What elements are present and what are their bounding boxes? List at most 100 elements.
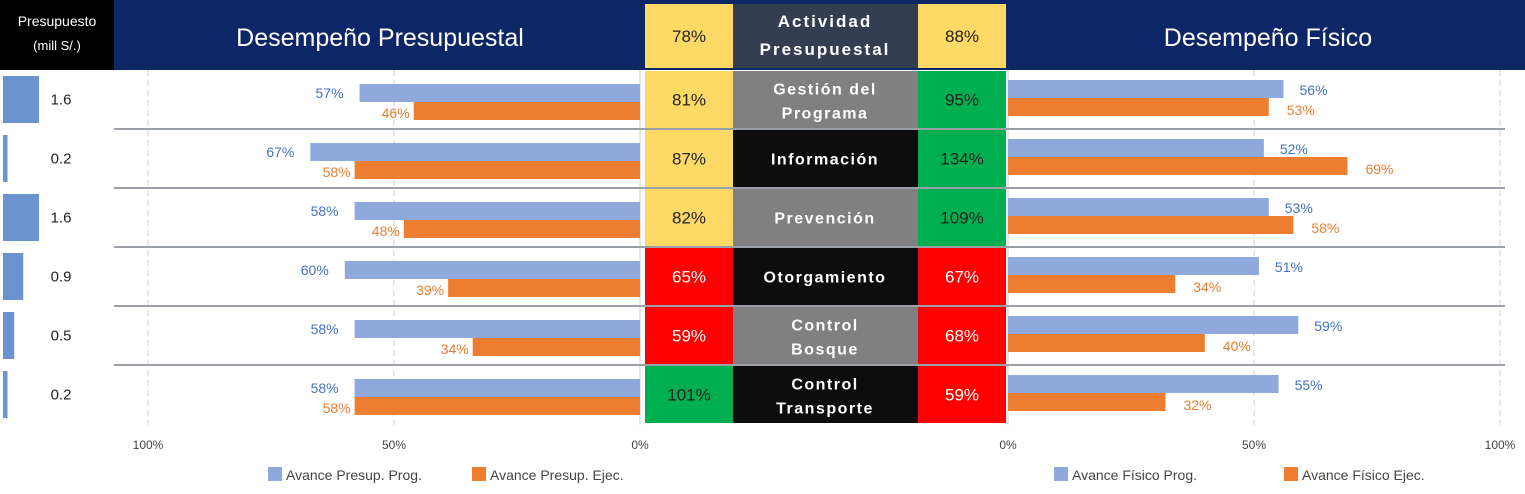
right-ejec-bar [1008, 334, 1205, 352]
right-ejec-bar [1008, 157, 1348, 175]
activity-label-line1: Control [791, 318, 858, 335]
left-prog-label: 60% [301, 262, 329, 278]
left-prog-label: 58% [311, 380, 339, 396]
right-ejec-bar [1008, 393, 1166, 411]
physical-pct-box [918, 189, 1006, 246]
physical-pct: 67% [945, 268, 979, 287]
left-prog-bar [344, 261, 640, 279]
right-prog-label: 52% [1280, 141, 1308, 157]
right-ejec-label: 34% [1193, 279, 1221, 295]
budget-pct-box [645, 366, 733, 423]
budget-pct-box [645, 307, 733, 364]
activity-label-line2: Bosque [791, 342, 859, 359]
left-ejec-bar [354, 397, 640, 415]
legend-right-prog-swatch [1054, 467, 1068, 481]
left-ejec-bar [472, 338, 640, 356]
left-ejec-bar [448, 279, 640, 297]
right-prog-label: 51% [1275, 259, 1303, 275]
right-tick-label: 100% [1485, 438, 1516, 452]
physical-pct: 59% [945, 386, 979, 405]
budget-value: 1.6 [51, 92, 72, 109]
left-prog-bar [310, 143, 640, 161]
budget-pct: 81% [672, 91, 706, 110]
budget-bar [3, 312, 15, 359]
right-prog-label: 55% [1295, 377, 1323, 393]
budget-pct-box [645, 71, 733, 128]
budget-header-box [0, 0, 114, 70]
budget-pct-box [645, 189, 733, 246]
budget-value: 0.9 [51, 269, 72, 286]
right-ejec-bar [1008, 275, 1176, 293]
budget-pct-box [645, 130, 733, 187]
left-tick-label: 100% [133, 438, 164, 452]
physical-pct-box [918, 366, 1006, 423]
left-ejec-label: 58% [323, 164, 351, 180]
right-prog-bar [1008, 375, 1279, 393]
right-prog-bar [1008, 80, 1284, 98]
physical-pct-box [918, 130, 1006, 187]
activity-label: Prevención [774, 211, 875, 228]
left-ejec-label: 58% [323, 400, 351, 416]
budget-value: 0.2 [51, 151, 72, 168]
total-physical-box [918, 4, 1006, 68]
budget-bar [3, 135, 8, 182]
activity-label-line1: Gestión del [773, 82, 877, 99]
legend-left-prog-label: Avance Presup. Prog. [286, 467, 422, 483]
budget-pct: 87% [672, 150, 706, 169]
right-prog-bar [1008, 316, 1299, 334]
activity-label-box [733, 71, 918, 128]
legend-left-ejec-label: Avance Presup. Ejec. [490, 467, 624, 483]
budget-value: 0.2 [51, 387, 72, 404]
right-ejec-label: 32% [1183, 397, 1211, 413]
activity-label-line2: Transporte [776, 401, 874, 418]
left-panel-title: Desempeño Presupuestal [236, 24, 524, 52]
budget-pct: 101% [667, 386, 710, 405]
activity-label-box [733, 130, 918, 187]
left-tick-label: 50% [382, 438, 406, 452]
physical-pct: 68% [945, 327, 979, 346]
right-tick-label: 0% [999, 438, 1017, 452]
left-ejec-bar [413, 102, 640, 120]
activity-label-line1: Control [791, 377, 858, 394]
right-prog-bar [1008, 257, 1259, 275]
budget-bar [3, 371, 8, 418]
activity-label-line2: Programa [782, 106, 869, 123]
left-ejec-bar [403, 220, 640, 238]
budget-header-label-1: Presupuesto [18, 13, 97, 29]
left-prog-label: 58% [311, 321, 339, 337]
right-ejec-label: 40% [1223, 338, 1251, 354]
left-prog-bar [359, 84, 640, 102]
right-prog-label: 56% [1300, 82, 1328, 98]
budget-pct: 65% [672, 268, 706, 287]
left-bars: 57% 67% 58% 60% 58% 58% 46% 58% 48% 39% 34% 58% [266, 84, 640, 416]
total-budget-box [645, 4, 733, 68]
right-ejec-bar [1008, 98, 1269, 116]
left-prog-bar [354, 320, 640, 338]
physical-pct: 134% [940, 150, 983, 169]
budget-value: 0.5 [51, 328, 72, 345]
budget-strip: 1.6 0.2 1.6 0.9 0.5 0.2 [3, 76, 71, 418]
left-ejec-label: 34% [441, 341, 469, 357]
budget-value: 1.6 [51, 210, 72, 227]
activity-header-box [733, 4, 918, 68]
budget-header-label-2: (mill S/.) [33, 38, 81, 53]
center-column: 81% Gestión del Programa 95% 87% Información 1… [645, 71, 1006, 423]
right-tick-label: 50% [1242, 438, 1266, 452]
physical-pct: 109% [940, 209, 983, 228]
right-ejec-label: 53% [1287, 102, 1315, 118]
physical-pct-box [918, 248, 1006, 305]
activity-label-box [733, 366, 918, 423]
left-ejec-label: 39% [416, 282, 444, 298]
activity-header-line1: Actividad [778, 12, 873, 31]
budget-bar [3, 253, 24, 300]
right-prog-label: 53% [1285, 200, 1313, 216]
budget-bar [3, 194, 39, 241]
legend-right-prog-label: Avance Físico Prog. [1072, 467, 1197, 483]
activity-label: Información [771, 152, 879, 169]
left-prog-label: 57% [316, 85, 344, 101]
row-separators [114, 128, 1505, 366]
total-physical-pct: 88% [945, 27, 979, 46]
legend-right-ejec-label: Avance Físico Ejec. [1302, 467, 1425, 483]
budget-pct-box [645, 248, 733, 305]
